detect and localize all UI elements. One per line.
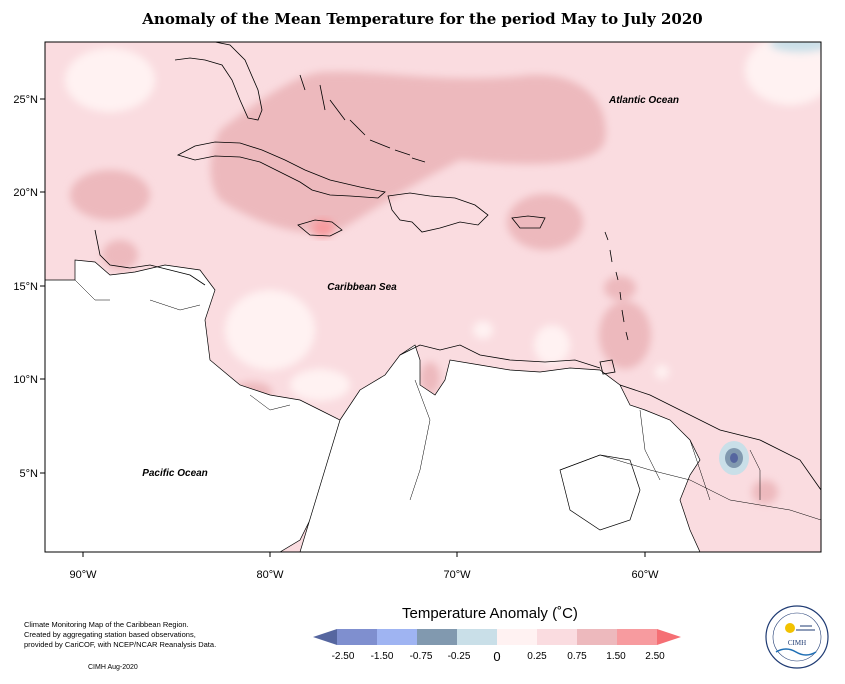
lon-label-70: 70°W	[443, 569, 471, 581]
border-venezuela-guyana	[639, 409, 661, 481]
map-title: Anomaly of the Mean Temperature for the …	[142, 10, 703, 28]
logo-text: CIMH	[788, 639, 806, 647]
lon-label-90: 90°W	[69, 569, 97, 581]
border-suriname-french-guiana	[749, 449, 761, 500]
yucatan-coast	[94, 229, 151, 269]
credit-line-3: provided by CariCOF, with NCEP/NCAR Rean…	[24, 640, 217, 649]
legend-tick-3: -0.25	[448, 651, 471, 662]
cold-spot-core	[730, 453, 738, 463]
legend-title: Temperature Anomaly (˚C)	[402, 605, 578, 622]
legend-swatch-8	[617, 629, 657, 645]
credit-line-2: Created by aggregating station based obs…	[24, 630, 196, 639]
sun-icon	[785, 623, 795, 633]
legend-tick-0: -2.50	[332, 651, 355, 662]
legend-swatch-6	[537, 629, 577, 645]
legend-tick-2: -0.75	[410, 651, 433, 662]
legend-tick-4: 0	[493, 649, 500, 664]
coastlines	[94, 42, 821, 491]
legend-tick-1: -1.50	[371, 651, 394, 662]
latitude-axis: 25°N 20°N 15°N 10°N 5°N	[13, 94, 45, 480]
bahamas-islands	[299, 74, 426, 163]
trinidad-outline	[599, 359, 616, 375]
legend-swatch-4	[457, 629, 497, 645]
pacific-ocean-label: Pacific Ocean	[142, 468, 208, 479]
near-zero-areas	[65, 42, 821, 401]
legend-tick-8: 2.50	[645, 651, 665, 662]
border-costa-rica-panama	[249, 394, 291, 411]
cimh-logo: CIMH	[765, 605, 829, 669]
hispaniola-outline	[387, 192, 489, 233]
legend-tick-6: 0.75	[567, 651, 587, 662]
border-mexico-guatemala	[74, 279, 110, 301]
country-borders	[74, 279, 821, 521]
longitude-axis: 90°W 80°W 70°W 60°W	[69, 552, 659, 581]
cuba-outline	[176, 141, 386, 199]
lon-label-60: 60°W	[631, 569, 659, 581]
border-colombia-venezuela	[409, 379, 431, 501]
border-honduras-nicaragua	[149, 299, 201, 311]
lon-label-80: 80°W	[256, 569, 284, 581]
lat-label-10: 10°N	[13, 374, 38, 386]
lat-label-25: 25°N	[13, 94, 38, 106]
anomaly-field	[45, 42, 821, 552]
puerto-rico-outline	[511, 215, 546, 229]
legend-swatch-2	[377, 629, 417, 645]
lat-label-20: 20°N	[13, 187, 38, 199]
legend-swatch-7	[577, 629, 617, 645]
venezuela-coast	[399, 344, 601, 369]
legend-swatch-5	[497, 629, 537, 645]
atlantic-ocean-label: Atlantic Ocean	[608, 95, 679, 106]
florida-coast	[174, 42, 263, 121]
hot-spot-jamaica	[312, 219, 334, 237]
legend-colorbar: -2.50 -1.50 -0.75 -0.25 0 0.25 0.75 1.50…	[313, 629, 681, 664]
cloud-lines-icon	[796, 625, 815, 631]
gulf-of-honduras-coast	[149, 264, 206, 286]
legend-swatch-9	[657, 629, 681, 645]
legend-swatch-0	[313, 629, 337, 645]
wave-icon	[775, 648, 817, 656]
legend-swatch-1	[337, 629, 377, 645]
legend-tick-7: 1.50	[606, 651, 626, 662]
caribbean-sea-label: Caribbean Sea	[327, 282, 397, 293]
credit-date: CIMH Aug-2020	[88, 664, 138, 671]
lat-label-5: 5°N	[20, 468, 39, 480]
lesser-antilles	[604, 231, 629, 341]
border-guyana-suriname	[689, 439, 711, 501]
legend-swatch-3	[417, 629, 457, 645]
guianas-coast	[619, 384, 821, 491]
guiana-highlands-white	[559, 454, 641, 531]
map-frame	[44, 41, 822, 553]
lat-label-15: 15°N	[13, 281, 38, 293]
border-brazil	[559, 454, 821, 521]
jamaica-outline	[297, 219, 343, 237]
legend-tick-5: 0.25	[527, 651, 547, 662]
warm-areas	[70, 42, 821, 504]
credit-block: Climate Monitoring Map of the Caribbean …	[24, 620, 216, 650]
credit-line-1: Climate Monitoring Map of the Caribbean …	[24, 620, 189, 629]
